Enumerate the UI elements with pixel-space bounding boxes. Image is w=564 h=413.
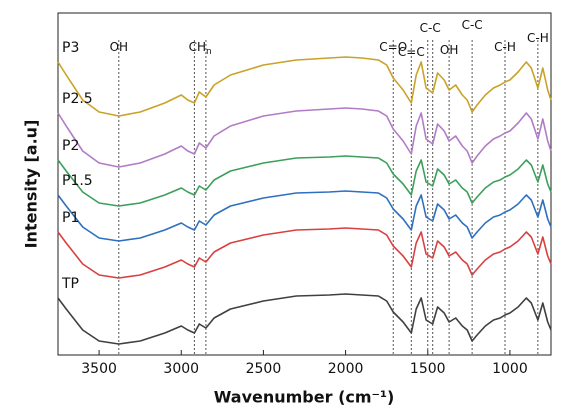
spectrum-line [57, 107, 552, 168]
annotation: OH [110, 40, 128, 54]
series-label: P1 [62, 210, 79, 226]
annotation-text: OH [110, 40, 128, 54]
annotation: C=O [379, 40, 407, 54]
annotation: CHn [189, 40, 212, 57]
series-label: P3 [62, 40, 79, 56]
annotation-text: C-H [494, 40, 516, 54]
annotation: C-H [527, 31, 549, 45]
x-tick-label: 3000 [163, 361, 199, 377]
x-axis-label: Wavenumber (cm⁻¹) [214, 388, 395, 407]
annotation: OH [440, 43, 458, 57]
annotation-text: C-C [420, 21, 441, 35]
spectrum-line [57, 227, 552, 279]
x-tick-label: 1500 [410, 361, 446, 377]
annotation: C-H [494, 40, 516, 54]
annotation-text: CH [189, 40, 206, 54]
y-axis-label: Intensity [a.u] [22, 120, 41, 249]
spectrum-line [57, 155, 552, 207]
series-label: P2 [62, 138, 79, 154]
plot-frame [57, 12, 552, 356]
annotation: C-C [420, 21, 441, 35]
annotation-text: C-H [527, 31, 549, 45]
x-tick-label: 2500 [246, 361, 282, 377]
x-tick-label: 3500 [81, 361, 117, 377]
spectrum-line [57, 190, 552, 242]
x-tick-label: 2000 [328, 361, 364, 377]
annotation: C=C [398, 45, 425, 59]
annotation: C-C [462, 18, 483, 32]
annotation-text: OH [440, 43, 458, 57]
annotation-text: C=C [398, 45, 425, 59]
series-label: P1.5 [62, 173, 93, 189]
series-label: P2.5 [62, 91, 93, 107]
spectrum-line [57, 56, 552, 117]
annotation-subscript: n [206, 47, 212, 57]
annotation-text: C-C [462, 18, 483, 32]
annotation-text: C=O [379, 40, 407, 54]
series-label: TP [61, 276, 79, 292]
x-tick-label: 1000 [492, 361, 528, 377]
spectrum-line [57, 293, 552, 345]
